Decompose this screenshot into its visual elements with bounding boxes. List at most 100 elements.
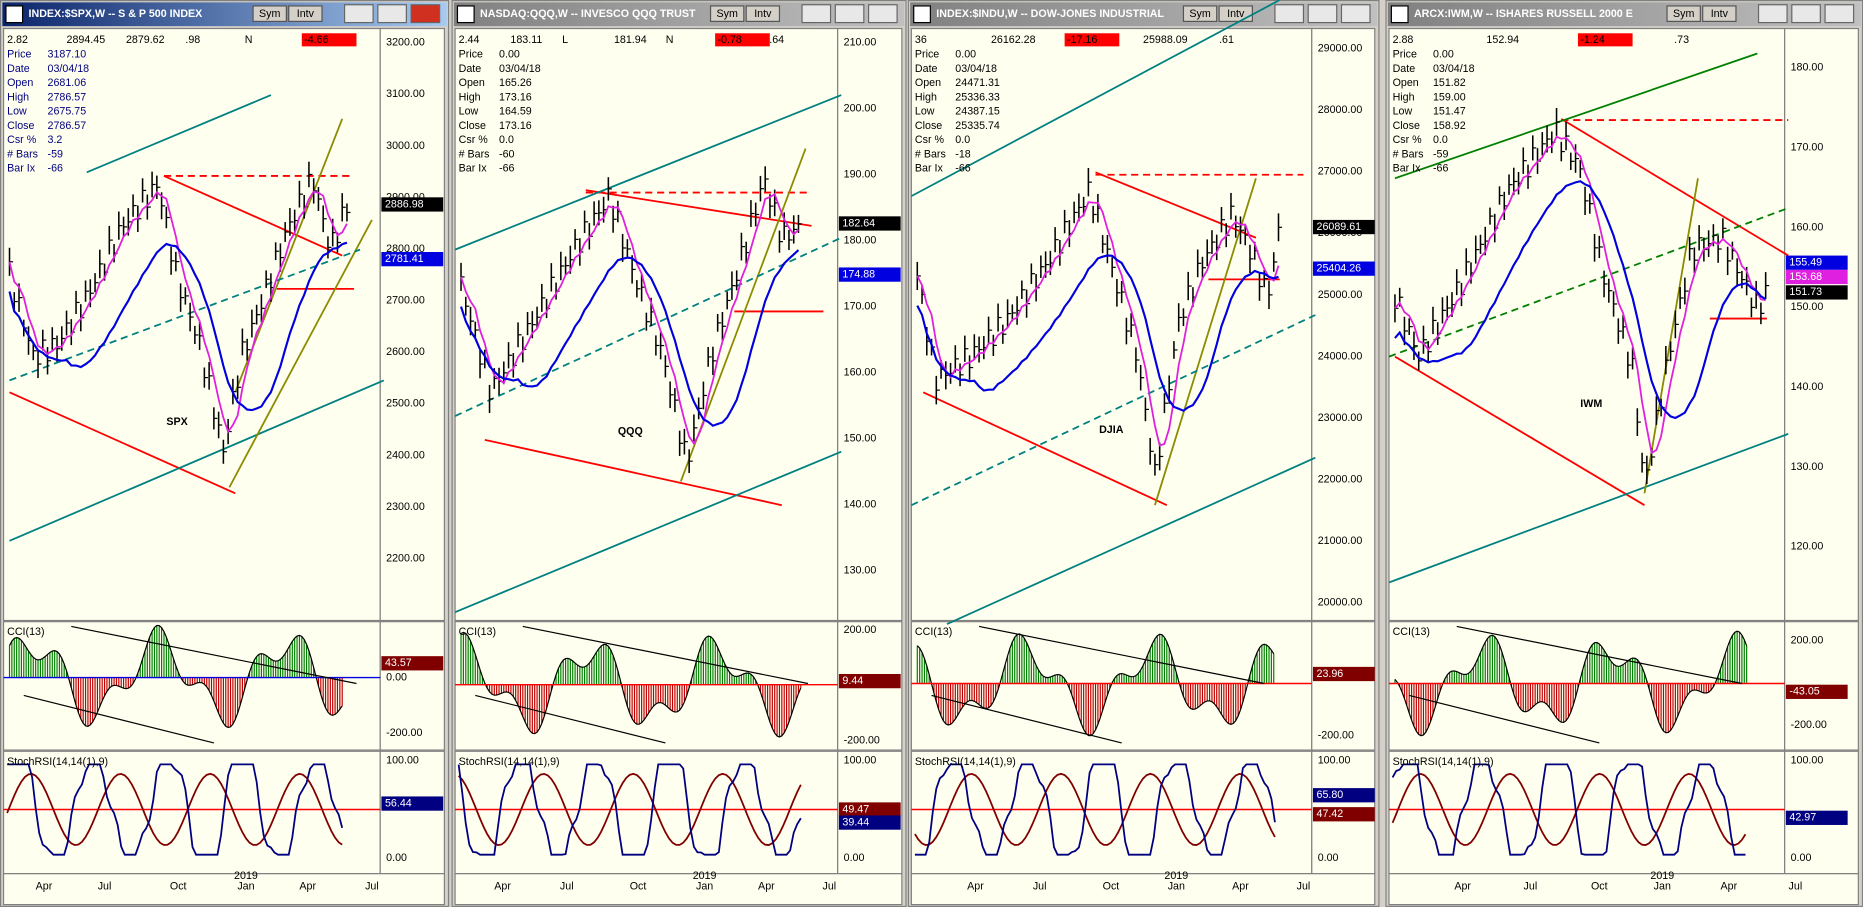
price-tag <box>838 673 901 689</box>
info-value: 0.00 <box>1433 49 1454 61</box>
toolbar-button-label[interactable]: Intv <box>754 8 772 20</box>
stoch-line <box>457 763 802 856</box>
trend-line <box>1394 355 1645 506</box>
window-title: NASDAQ:QQQ,W -- INVESCO QQQ TRUST <box>480 8 696 20</box>
toolbar-button[interactable] <box>1702 5 1737 22</box>
price-axis-label: 170.00 <box>844 301 877 313</box>
axis-panel <box>379 27 445 622</box>
price-axis-label: 22000.00 <box>1318 473 1363 485</box>
header-value: 2.88 <box>1393 34 1414 46</box>
toolbar-button-label[interactable]: Intv <box>297 8 315 20</box>
stoch-panel <box>2 750 381 875</box>
axis-panel <box>379 621 445 751</box>
trend-line <box>86 94 272 174</box>
toolbar-button-label[interactable]: Sym <box>716 8 737 20</box>
info-label: High <box>915 91 937 103</box>
info-value: -60 <box>499 148 514 160</box>
moving-average-long <box>1394 180 1767 420</box>
maximize-button[interactable] <box>377 4 407 24</box>
price-axis-label: 27000.00 <box>1318 166 1363 178</box>
toolbar-button-label[interactable]: Intv <box>1227 8 1245 20</box>
trend-line <box>9 379 385 542</box>
cci-title: CCI(13) <box>915 626 952 638</box>
price-tag <box>838 216 901 231</box>
price-axis-label: 2300.00 <box>386 501 425 513</box>
stoch-signal <box>457 772 802 847</box>
cci-trend-line <box>522 625 809 685</box>
toolbar-button[interactable] <box>288 5 323 22</box>
stoch-title: StochRSI(14,14(1),9) <box>915 756 1016 768</box>
close-button[interactable] <box>867 4 898 24</box>
toolbar-button[interactable] <box>1182 5 1218 22</box>
window-title: INDEX:$INDU,W -- DOW-JONES INDUSTRIAL <box>936 8 1164 20</box>
minimize-button[interactable] <box>1757 4 1788 24</box>
maximize-button[interactable] <box>1791 4 1821 24</box>
price-tag <box>1312 261 1375 276</box>
time-axis-label: Jul <box>1524 881 1538 893</box>
toolbar-button-label[interactable]: Sym <box>259 8 280 20</box>
price-axis-label: 200.00 <box>844 103 877 115</box>
price-axis-label: 160.00 <box>1791 221 1824 233</box>
trend-line <box>910 0 1281 197</box>
info-label: Date <box>1393 63 1416 75</box>
time-axis-label: Apr <box>36 881 53 893</box>
price-axis-label: 2700.00 <box>386 295 425 307</box>
toolbar-button[interactable] <box>709 5 745 22</box>
info-label: Bar Ix <box>915 163 944 175</box>
price-tag-label: 26089.61 <box>1317 221 1362 233</box>
price-axis-label: 3200.00 <box>386 37 425 49</box>
stoch-panel <box>910 750 1313 875</box>
trend-line <box>1095 171 1257 239</box>
info-label: High <box>1393 91 1415 103</box>
cci-trend-line <box>71 625 357 685</box>
chart-window: ARCX:IWM,W -- ISHARES RUSSELL 2000 E Sym I… <box>1385 0 1863 907</box>
trend-line <box>1560 118 1789 257</box>
cci-trend-line <box>931 694 1122 744</box>
header-value: .73 <box>1674 34 1689 46</box>
info-value: 2786.57 <box>48 120 87 132</box>
price-tag <box>1785 810 1848 825</box>
close-button[interactable] <box>1340 4 1371 24</box>
info-value: -59 <box>1433 148 1448 160</box>
price-tag-label: 39.44 <box>842 816 869 828</box>
info-value: -66 <box>48 163 63 175</box>
trend-line <box>228 219 373 488</box>
info-value: 0.0 <box>499 134 514 146</box>
close-button[interactable] <box>410 4 441 24</box>
chart-window: INDEX:$SPX,W -- S & P 500 INDEX Sym Intv 2.… <box>0 0 450 907</box>
window-title: INDEX:$SPX,W -- S & P 500 INDEX <box>29 8 204 20</box>
maximize-button[interactable] <box>834 4 865 24</box>
minimize-button[interactable] <box>1274 4 1305 24</box>
toolbar-button-label[interactable]: Sym <box>1673 8 1694 20</box>
price-axis-label: 170.00 <box>1791 141 1824 153</box>
time-axis-label: Oct <box>630 881 647 893</box>
header-value: N <box>245 34 253 46</box>
maximize-button[interactable] <box>1307 4 1338 24</box>
trend-line <box>163 175 343 257</box>
minimize-button[interactable] <box>801 4 832 24</box>
toolbar-button-label[interactable]: Sym <box>1189 8 1210 20</box>
time-axis-year: 2019 <box>693 870 717 882</box>
price-tag-label: 174.88 <box>842 268 875 280</box>
price-axis-label: 3000.00 <box>386 140 425 152</box>
cci-trend-line <box>23 694 215 744</box>
time-axis-label: Apr <box>758 881 775 893</box>
price-tag <box>1785 684 1848 699</box>
info-label: Date <box>459 63 482 75</box>
info-value: 03/04/18 <box>499 63 541 75</box>
toolbar-button[interactable] <box>745 5 781 22</box>
close-button[interactable] <box>1824 4 1855 24</box>
moving-average-long <box>8 241 348 412</box>
toolbar-button[interactable] <box>252 5 287 22</box>
header-value: .98 <box>185 34 200 46</box>
time-axis-label: Apr <box>1721 881 1738 893</box>
info-value: -66 <box>499 163 514 175</box>
info-label: Low <box>915 106 935 118</box>
stoch-line <box>7 763 344 856</box>
minimize-button[interactable] <box>343 4 374 24</box>
info-label: # Bars <box>1393 148 1424 160</box>
toolbar-button[interactable] <box>1666 5 1701 22</box>
toolbar-button-label[interactable]: Intv <box>1711 8 1729 20</box>
stoch-axis-label: 0.00 <box>1318 852 1339 864</box>
